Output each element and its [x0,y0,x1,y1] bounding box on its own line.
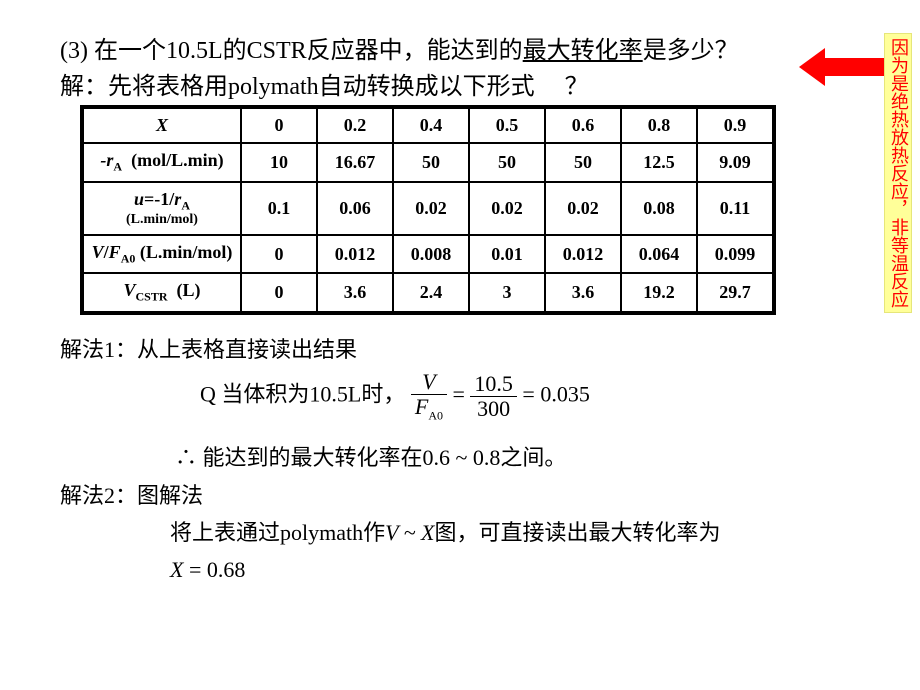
sol2-tail: 图，可直接读出最大转化率为 [435,520,721,545]
frac1-num: V [422,369,435,394]
row-header-x: X [83,108,241,143]
eq-eq1: = [452,381,470,406]
cell: 3.6 [545,273,621,312]
cell: 0.099 [697,235,773,274]
table-row: V/FA0 (L.min/mol) 0 0.012 0.008 0.01 0.0… [83,235,773,274]
cell: 50 [469,143,545,182]
question-line-2: 解：先将表格用polymath自动转换成以下形式 ？ [60,69,840,105]
cell: 50 [545,143,621,182]
solution1-label: 解法1：从上表格直接读出结果 [60,332,357,364]
solution2-text: 将上表通过polymath作V ~ X图，可直接读出最大转化率为 [170,515,721,547]
row-header-ra: -rA (mol/L.min) [83,143,241,182]
cell: 0.1 [241,182,317,235]
cell: 0 [241,273,317,312]
cell: 3.6 [317,273,393,312]
cell: 29.7 [697,273,773,312]
table-row: u=-1/rA(L.min/mol) 0.1 0.06 0.02 0.02 0.… [83,182,773,235]
eq-result: = 0.035 [522,381,589,406]
arrow-body-icon [823,58,885,76]
cell: 0.008 [393,235,469,274]
cell: 0.02 [469,182,545,235]
range-val: 0.6 ~ 0.8 [423,445,501,470]
frac2-num: 10.5 [470,372,517,397]
cell: 2.4 [393,273,469,312]
table-row: VCSTR (L) 0 3.6 2.4 3 3.6 19.2 29.7 [83,273,773,312]
l2-post: 自动转换成以下形式 [319,74,535,100]
cell: 3 [469,273,545,312]
cell: 19.2 [621,273,697,312]
table-row: -rA (mol/L.min) 10 16.67 50 50 50 12.5 9… [83,143,773,182]
fraction-1: V FA0 [411,370,447,423]
cell: 0.01 [469,235,545,274]
q-underline: 最大转化率 [523,38,643,64]
cell: 0.6 [545,108,621,143]
question-line-1: (3) 在一个10.5L的CSTR反应器中，能达到的最大转化率是多少？ [60,33,840,69]
margin-note: 因为是绝热放热反应，非等温反应 [884,33,912,313]
answer-line: X = 0.68 [170,557,245,583]
row-header-vfa0: V/FA0 (L.min/mol) [83,235,241,274]
l2-qmark: ？ [565,74,589,100]
equation-line: Q 当体积为10.5L时， V FA0 = 10.5 300 = 0.035 [200,370,590,423]
cell: 0.11 [697,182,773,235]
vx-text: V ~ X [385,520,434,545]
cell: 10 [241,143,317,182]
table-row: X 0 0.2 0.4 0.5 0.6 0.8 0.9 [83,108,773,143]
q-prefix: (3) 在一个 [60,38,166,64]
eq-because: Q 当体积为 [200,381,309,406]
cell: 50 [393,143,469,182]
cell: 0.8 [621,108,697,143]
ans-x: X [170,557,183,582]
cell: 0.4 [393,108,469,143]
row-header-vcstr: VCSTR (L) [83,273,241,312]
cell: 0.08 [621,182,697,235]
therefore-pre: ∴ 能达到的最大转化率在 [175,445,423,470]
cell: 0.5 [469,108,545,143]
eq-vol: 10.5L [309,381,361,406]
cell: 16.67 [317,143,393,182]
cell: 0 [241,235,317,274]
arrow-head-icon [799,48,825,86]
solution2-label: 解法2：图解法 [60,478,203,510]
therefore-line: ∴ 能达到的最大转化率在0.6 ~ 0.8之间。 [175,440,566,472]
cell: 0.02 [545,182,621,235]
fraction-2: 10.5 300 [470,372,517,421]
cell: 0 [241,108,317,143]
red-arrow [800,52,885,80]
l2-pre: 解：先将表格用 [60,74,228,100]
eq-mid: 时， [361,381,405,406]
q-mid: 的CSTR反应器中，能达到的 [223,38,523,64]
cell: 0.9 [697,108,773,143]
row-header-u: u=-1/rA(L.min/mol) [83,182,241,235]
ans-val: 0.68 [207,557,246,582]
q-vol: 10.5L [166,38,223,64]
cell: 9.09 [697,143,773,182]
ans-eq: = [183,557,206,582]
range-tail: 之间。 [500,445,566,470]
cell: 0.2 [317,108,393,143]
cell: 0.012 [317,235,393,274]
frac2-den: 300 [470,397,517,421]
cell: 0.02 [393,182,469,235]
sol2-pre: 将上表通过polymath作 [170,520,385,545]
cell: 0.012 [545,235,621,274]
data-table: X 0 0.2 0.4 0.5 0.6 0.8 0.9 -rA (mol/L.m… [80,105,776,315]
q-tail: 是多少？ [643,38,739,64]
cell: 0.064 [621,235,697,274]
cell: 0.06 [317,182,393,235]
cell: 12.5 [621,143,697,182]
l2-tool: polymath [228,74,319,100]
